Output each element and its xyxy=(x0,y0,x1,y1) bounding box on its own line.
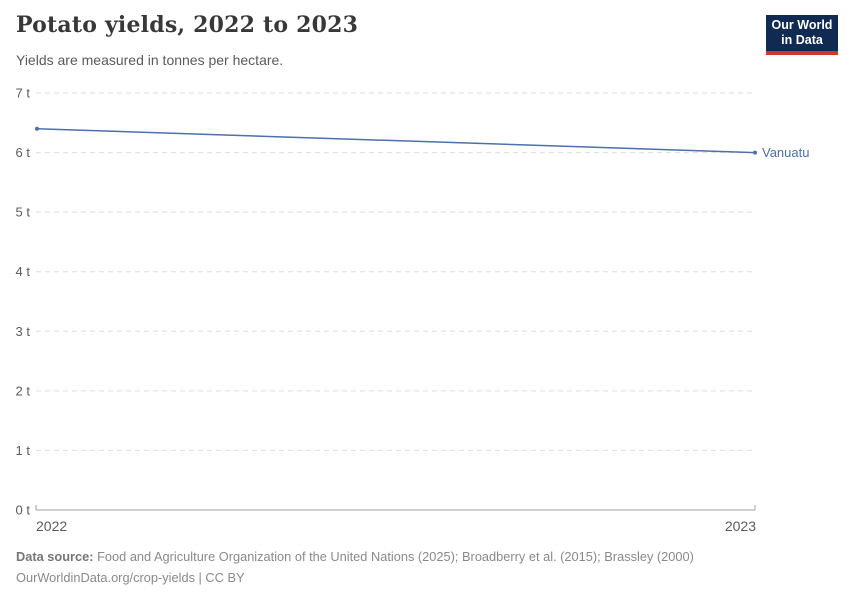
license-text: OurWorldinData.org/crop-yields | CC BY xyxy=(16,570,245,585)
y-tick-label: 1 t xyxy=(16,443,31,458)
owid-logo-line1: Our World xyxy=(771,18,833,32)
page-title: Potato yields, 2022 to 2023 xyxy=(16,12,359,38)
owid-logo[interactable]: Our World in Data xyxy=(766,15,838,55)
data-point[interactable] xyxy=(753,150,757,155)
y-tick-label: 4 t xyxy=(16,264,31,279)
x-tick-label-start: 2022 xyxy=(36,518,67,534)
chart-footer: Data source: Food and Agriculture Organi… xyxy=(16,546,834,588)
owid-logo-line2: in Data xyxy=(781,33,823,47)
chart-subtitle: Yields are measured in tonnes per hectar… xyxy=(16,52,284,68)
y-tick-label: 3 t xyxy=(16,324,31,339)
series-label-vanuatu[interactable]: Vanuatu xyxy=(762,145,809,160)
y-tick-label: 5 t xyxy=(16,205,31,220)
data-point[interactable] xyxy=(35,126,39,131)
series-line-vanuatu[interactable] xyxy=(36,127,756,154)
data-source-text: Food and Agriculture Organization of the… xyxy=(97,549,694,564)
y-tick-label: 2 t xyxy=(16,383,31,398)
x-tick-label-end: 2023 xyxy=(725,518,756,534)
y-tick-label: 0 t xyxy=(16,503,31,518)
y-tick-label: 7 t xyxy=(16,86,31,101)
data-source-label: Data source: xyxy=(16,549,94,564)
data-source-line: Data source: Food and Agriculture Organi… xyxy=(16,546,834,567)
y-tick-label: 6 t xyxy=(16,145,31,160)
